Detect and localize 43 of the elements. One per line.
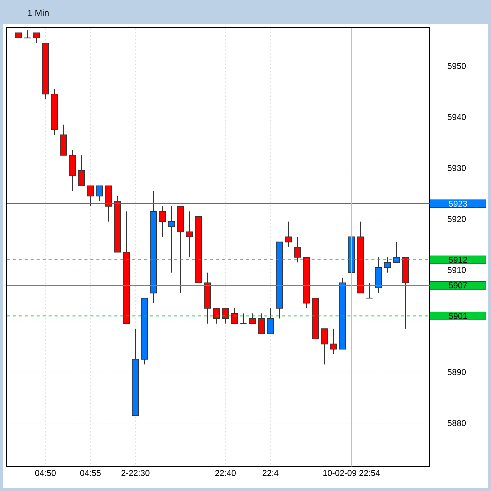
y-tick-label: 5950: [448, 63, 466, 70]
x-tick-label: 2-22:30: [122, 470, 150, 476]
y-tick-label: 5940: [448, 114, 466, 120]
candlestick: [249, 313, 256, 324]
candlestick: [159, 206, 166, 238]
y-tick-label: 5880: [448, 420, 466, 426]
candlestick: [240, 313, 248, 324]
candlestick: [258, 313, 266, 334]
candlestick: [168, 206, 176, 274]
candlestick: [267, 308, 274, 334]
ref-line-label: 5923: [449, 200, 468, 207]
candlestick: [96, 186, 104, 202]
candlestick: [330, 328, 338, 355]
candlestick: [78, 155, 86, 187]
y-tick-label: 5920: [448, 216, 466, 222]
x-tick-label: 22:4: [262, 470, 279, 476]
y-tick-label: 5890: [448, 369, 466, 376]
candlestick: [105, 186, 112, 222]
ref-line-label: 5912: [449, 257, 468, 264]
candlestick: [384, 257, 392, 274]
candlestick: [87, 186, 94, 207]
candlestick: [222, 308, 230, 324]
x-tick-label: 04:55: [80, 470, 101, 476]
x-tick-label: 04:50: [35, 470, 56, 476]
candlestick: [375, 257, 382, 294]
y-tick-label: 5930: [448, 165, 466, 172]
candlestick: [231, 308, 238, 324]
candlestick: [366, 282, 374, 299]
x-tick-label: 10-02-09 22:54: [324, 470, 380, 476]
candlestick: [321, 328, 328, 366]
candlestick: [294, 236, 302, 264]
candlestick: [213, 308, 220, 324]
chart-title: 1 Min: [28, 10, 49, 16]
y-tick-label: 5910: [448, 267, 466, 274]
ref-line-label: 5907: [449, 282, 468, 289]
candlestick: [60, 124, 68, 156]
candlestick: [186, 211, 194, 258]
candlestick: [393, 242, 400, 264]
candlestick: [69, 150, 76, 192]
ref-line-label: 5901: [449, 313, 468, 320]
x-tick-label: 22:40: [216, 470, 236, 476]
candlestick: [33, 32, 40, 44]
candlestick: [285, 221, 292, 248]
